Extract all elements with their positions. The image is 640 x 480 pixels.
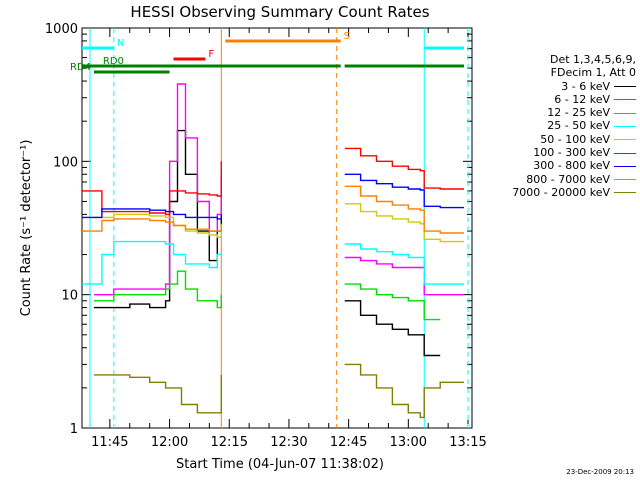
x-tick-label: 13:00 [390, 435, 427, 450]
legend-item: 6 - 12 keV [480, 93, 636, 106]
legend: Det 1,3,4,5,6,9, FDecim 1, Att 0 3 - 6 k… [480, 53, 636, 199]
series-line-7000-20000kev [93, 363, 464, 419]
legend-swatch [614, 139, 636, 141]
legend-item-label: 7000 - 20000 keV [512, 185, 610, 199]
flag-label-rd0: RD0 [103, 56, 124, 67]
legend-item-label: 100 - 300 keV [533, 146, 610, 160]
x-tick-label: 12:15 [211, 435, 248, 450]
legend-item: 800 - 7000 keV [480, 173, 636, 186]
legend-item-label: 6 - 12 keV [554, 92, 610, 106]
legend-swatch [614, 152, 636, 154]
legend-item-label: 50 - 100 keV [540, 132, 610, 146]
flag-label-n: N [117, 38, 124, 49]
legend-swatch [614, 179, 636, 181]
series-line-25-50kev [82, 240, 464, 285]
legend-swatch [614, 165, 636, 167]
legend-swatch [614, 112, 636, 114]
chart-title: HESSI Observing Summary Count Rates [130, 3, 429, 21]
legend-item: 3 - 6 keV [480, 80, 636, 93]
x-tick-label: 12:45 [330, 435, 367, 450]
legend-header-line-2: FDecim 1, Att 0 [550, 66, 636, 80]
legend-swatch [614, 125, 636, 127]
series-line-100-300kev [82, 147, 464, 216]
plot-frame [81, 27, 473, 429]
flag-label-s: S [344, 31, 350, 42]
legend-swatch [614, 86, 636, 88]
series-line-300-800kev [82, 173, 464, 220]
legend-item-label: 25 - 50 keV [547, 119, 610, 133]
legend-item-label: 3 - 6 keV [561, 79, 610, 93]
x-axis-label: Start Time (04-Jun-07 11:38:02) [176, 457, 384, 472]
x-tick-label: 12:00 [151, 435, 188, 450]
legend-item: 12 - 25 keV [480, 106, 636, 119]
legend-item: 100 - 300 keV [480, 146, 636, 159]
y-tick-label: 100 [53, 155, 78, 170]
legend-header-line-1: Det 1,3,4,5,6,9, [549, 53, 636, 66]
x-tick-label: 13:15 [449, 435, 486, 450]
y-tick-label: 10 [61, 289, 78, 304]
legend-item: 300 - 800 keV [480, 159, 636, 172]
series-line-3-6kev [93, 129, 441, 357]
y-tick-label: 1000 [45, 22, 78, 37]
legend-swatch [614, 99, 636, 101]
y-tick-label: 1 [70, 422, 78, 437]
flag-label-rd4: RD4 [70, 62, 91, 73]
legend-item-label: 800 - 7000 keV [526, 172, 610, 186]
flag-label-f: F [208, 49, 214, 60]
legend-item: 50 - 100 keV [480, 133, 636, 146]
legend-item-label: 12 - 25 keV [547, 106, 610, 120]
legend-item: 25 - 50 keV [480, 119, 636, 132]
series-line-12-25kev [93, 270, 441, 321]
timestamp: 23-Dec-2009 20:13 [566, 468, 634, 476]
x-tick-label: 12:30 [270, 435, 307, 450]
legend-swatch [614, 192, 636, 194]
legend-item-label: 300 - 800 keV [533, 159, 610, 173]
x-tick-label: 11:45 [91, 435, 128, 450]
legend-item: 7000 - 20000 keV [480, 186, 636, 199]
series-line-800-7000kev [82, 185, 464, 234]
y-axis-label: Count Rate (s⁻¹ detector⁻¹) [19, 140, 34, 317]
